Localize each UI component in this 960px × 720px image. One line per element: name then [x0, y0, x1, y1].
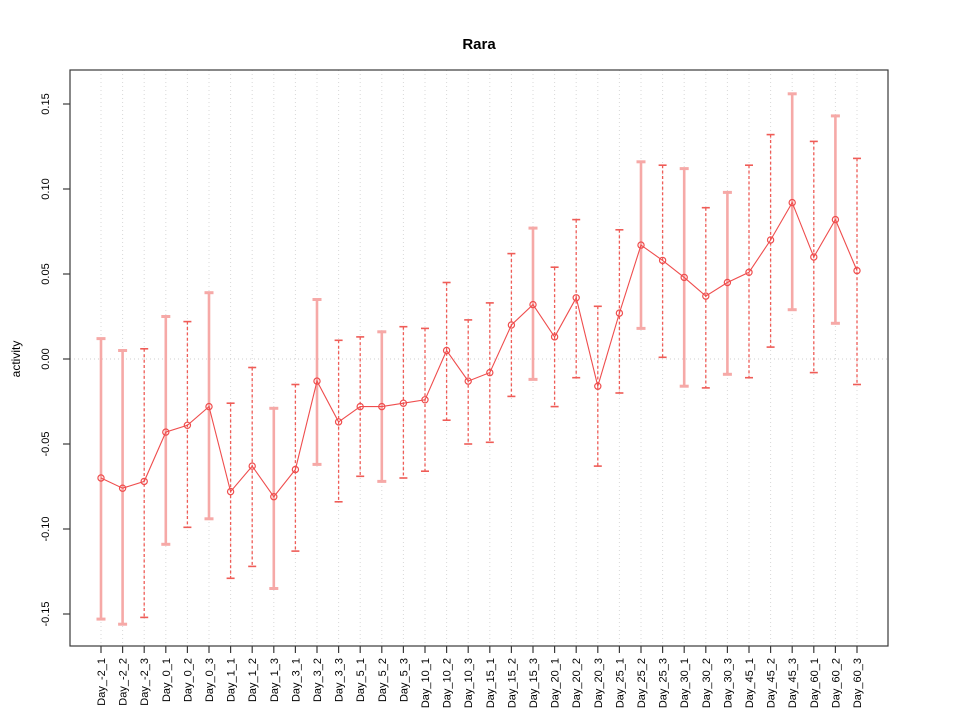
x-axis-label: Day_10_2 [442, 658, 454, 708]
x-axis-label: Day_30_2 [701, 658, 713, 708]
data-point [291, 465, 300, 474]
x-axis-label: Day_15_1 [485, 658, 497, 708]
data-point [831, 215, 840, 224]
data-point [464, 377, 472, 385]
data-point [183, 421, 192, 429]
data-point [399, 399, 408, 407]
data-point [248, 462, 256, 470]
x-axis-label: Day_10_3 [463, 658, 475, 708]
data-point [270, 493, 278, 501]
x-axis-label: Day_45_3 [787, 658, 799, 708]
y-axis-label: 0.10 [40, 178, 52, 199]
x-axis-label: Day_1_2 [247, 658, 259, 702]
x-axis-label: Day_15_2 [506, 658, 518, 708]
x-axis-label: Day_1_3 [269, 658, 281, 702]
x-axis-label: Day_45_1 [744, 658, 756, 708]
mean-line [100, 201, 858, 498]
y-axis-label: -0.05 [40, 431, 52, 456]
x-axis-label: Day_60_3 [852, 658, 864, 708]
data-point [810, 253, 818, 261]
x-axis-label: Day_20_2 [571, 658, 583, 708]
x-axis-label: Day_20_3 [593, 658, 605, 708]
x-axis-label: Day_0_2 [182, 658, 194, 702]
data-point [572, 294, 580, 302]
x-axis-label: Day_20_1 [550, 658, 562, 708]
data-point [658, 256, 667, 265]
x-axis-label: Day_5_3 [398, 658, 410, 702]
x-axis-label: Day_5_1 [355, 658, 367, 702]
x-axis-label: Day_60_2 [830, 658, 842, 708]
x-axis-label: Day_25_1 [614, 658, 626, 708]
data-point [529, 300, 537, 309]
data-point [421, 396, 429, 404]
data-point [594, 382, 602, 390]
data-point [378, 402, 386, 411]
x-axis-label: Day_-2_3 [139, 658, 151, 706]
x-axis-label: Day_0_3 [204, 658, 216, 702]
y-axis-title: activity [9, 340, 23, 378]
data-point [334, 418, 343, 426]
data-point [745, 268, 753, 276]
data-point [162, 428, 170, 436]
x-axis-label: Day_30_3 [722, 658, 734, 708]
data-point [140, 477, 148, 486]
x-axis-label: Day_3_3 [334, 658, 346, 702]
data-point [313, 377, 321, 385]
x-axis-label: Day_25_2 [636, 658, 648, 708]
plot-box [69, 69, 889, 647]
x-axis-label: Day_10_1 [420, 658, 432, 708]
y-axis-label: 0.15 [40, 93, 52, 114]
data-point [853, 266, 861, 275]
x-axis-label: Day_3_1 [290, 658, 302, 702]
data-point [788, 198, 796, 207]
chart-title: Rara [462, 36, 496, 53]
x-axis-label: Day_30_1 [679, 658, 691, 708]
x-axis-label: Day_15_3 [528, 658, 540, 708]
x-axis-label: Day_0_1 [161, 658, 173, 702]
data-point [442, 346, 451, 355]
x-axis-label: Day_60_1 [809, 658, 821, 708]
y-axis-label: -0.15 [40, 601, 52, 626]
data-point [118, 484, 127, 492]
x-axis-label: Day_1_1 [226, 658, 238, 702]
y-axis-label: 0.05 [40, 263, 52, 284]
x-axis-label: Day_5_2 [377, 658, 389, 702]
data-point [550, 333, 559, 341]
data-point [486, 368, 494, 377]
x-axis-label: Day_45_2 [766, 658, 778, 708]
data-point [615, 309, 624, 317]
data-point [356, 402, 364, 411]
data-point [226, 487, 235, 496]
data-point [680, 273, 688, 282]
data-point [766, 236, 775, 244]
y-axis-label: -0.10 [40, 516, 52, 541]
x-axis-label: Day_-2_1 [96, 658, 108, 706]
data-point [723, 278, 732, 287]
x-axis-label: Day_25_3 [658, 658, 670, 708]
data-point [507, 321, 516, 329]
data-point [637, 241, 645, 249]
data-point [702, 292, 710, 300]
x-axis-label: Day_-2_2 [118, 658, 130, 706]
data-point [97, 474, 105, 482]
y-axis-label: 0.00 [40, 348, 52, 369]
x-axis-label: Day_3_2 [312, 658, 324, 702]
data-point [205, 402, 213, 411]
